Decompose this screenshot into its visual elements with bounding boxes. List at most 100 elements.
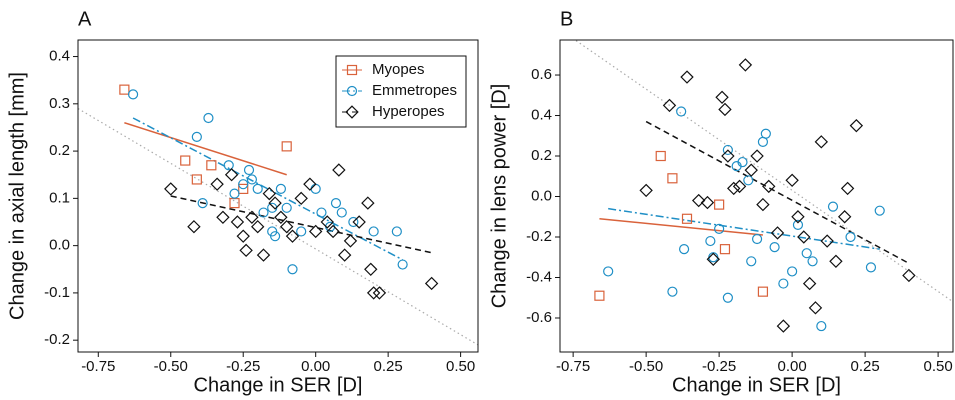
point — [236, 229, 250, 243]
point — [361, 196, 375, 210]
y-tick-label: 0.0 — [49, 237, 70, 254]
point — [294, 191, 308, 206]
plot-frame — [559, 39, 954, 353]
point — [750, 149, 764, 163]
plot-area — [78, 108, 478, 346]
point — [246, 174, 258, 185]
y-tick-label: -0.6 — [526, 309, 552, 326]
point — [801, 248, 812, 259]
point — [746, 256, 757, 267]
point — [762, 179, 776, 194]
point — [281, 202, 292, 213]
y-tick-label: 0.2 — [49, 142, 70, 159]
point — [681, 213, 693, 224]
fit-line — [608, 207, 880, 250]
point — [197, 197, 208, 209]
x-tick-label: -0.25 — [702, 358, 736, 375]
legend-box — [335, 55, 467, 128]
point — [714, 199, 725, 210]
point — [310, 183, 321, 195]
y-tick-label: 0.1 — [49, 189, 70, 206]
point — [667, 286, 678, 297]
point — [210, 177, 224, 191]
y-tick-label: -0.2 — [44, 331, 70, 348]
point — [807, 256, 818, 267]
point — [336, 207, 347, 218]
x-tick-label: 0.50 — [446, 358, 475, 375]
fit-line — [124, 122, 287, 176]
point — [706, 252, 720, 266]
point — [330, 197, 342, 209]
point — [243, 164, 255, 176]
x-tick-label: 0.25 — [851, 358, 880, 375]
point — [216, 210, 230, 224]
point — [343, 234, 358, 248]
x-tick-label: -0.25 — [226, 358, 260, 375]
x-tick-label: -0.75 — [556, 358, 590, 375]
point — [332, 163, 346, 177]
point — [316, 207, 327, 218]
point — [352, 215, 366, 229]
point — [791, 210, 805, 224]
point — [594, 290, 605, 301]
point — [751, 233, 763, 245]
point — [187, 220, 201, 234]
point — [127, 89, 139, 100]
panel-title: B — [560, 8, 573, 30]
y-tick-label: -0.1 — [44, 284, 70, 301]
x-tick-label: -0.75 — [81, 358, 115, 375]
fit-line — [599, 218, 763, 236]
x-tick-label: 0.50 — [924, 358, 953, 375]
point — [718, 102, 732, 117]
y-axis-label: Change in axial length [mm] — [6, 72, 28, 320]
y-tick-label: 0.0 — [531, 187, 552, 204]
point — [320, 215, 334, 229]
y-tick-label: 0.4 — [49, 48, 70, 65]
fit-line — [645, 120, 910, 264]
y-tick-label: 0.6 — [531, 66, 552, 83]
point — [308, 224, 323, 239]
point — [849, 118, 864, 133]
point — [281, 141, 292, 152]
point — [827, 201, 839, 212]
point — [326, 224, 340, 239]
point — [770, 226, 785, 240]
point — [245, 210, 259, 224]
point — [676, 106, 687, 117]
x-tick-label: 0.25 — [374, 358, 403, 375]
point — [275, 183, 286, 195]
x-tick-label: -0.50 — [154, 358, 188, 375]
point — [744, 163, 758, 177]
point — [737, 156, 748, 168]
point — [662, 98, 677, 113]
point — [303, 177, 317, 191]
point — [296, 226, 307, 237]
point — [287, 264, 298, 275]
point — [874, 205, 885, 216]
point — [680, 70, 694, 84]
point — [368, 226, 379, 237]
point — [206, 160, 217, 171]
point — [372, 286, 387, 300]
reference-line — [78, 108, 478, 346]
x-axis-label: Change in SER [D] — [672, 374, 841, 396]
point — [802, 276, 817, 291]
legend-label: Emmetropes — [372, 82, 457, 99]
point — [655, 150, 666, 162]
fit-line — [132, 117, 403, 261]
y-tick-label: -0.2 — [526, 228, 552, 245]
legend-label: Myopes — [372, 61, 425, 78]
point — [814, 135, 829, 149]
point — [203, 112, 214, 124]
x-tick-label: -0.50 — [629, 358, 663, 375]
point — [180, 155, 191, 166]
x-tick-label: 0.00 — [301, 358, 330, 375]
y-tick-label: 0.3 — [49, 95, 70, 112]
reference-line — [575, 40, 953, 303]
point — [262, 186, 277, 201]
point — [738, 58, 753, 72]
point — [902, 268, 916, 283]
point — [787, 266, 798, 277]
point — [424, 276, 439, 291]
